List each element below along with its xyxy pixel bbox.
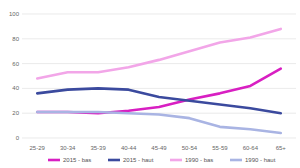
- x-tick-label: 30-34: [60, 145, 76, 151]
- grid-line: [22, 63, 296, 64]
- x-tick-label: 60-64: [243, 145, 259, 151]
- x-tick-label: 65+: [276, 145, 287, 151]
- chart-svg: 0 20 40 60 80 100 25-29 30-34 35-39 40-44 45-49 50-…: [0, 0, 300, 168]
- y-tick-label: 40: [12, 85, 19, 91]
- x-tick-label: 45-49: [151, 145, 167, 151]
- grid-line: [22, 38, 296, 39]
- x-tick-label: 40-44: [121, 145, 137, 151]
- x-tick-label: 25-29: [30, 145, 46, 151]
- series-group: [37, 29, 281, 133]
- legend-label: 2015 - bas: [63, 157, 91, 163]
- series-line: [37, 112, 281, 133]
- grid-line: [22, 138, 296, 139]
- legend-label: 1990 - haut: [245, 157, 276, 163]
- series-line: [37, 29, 281, 79]
- y-tick-label: 0: [16, 135, 20, 141]
- y-tick-label: 60: [12, 61, 19, 67]
- legend-swatch: [230, 159, 242, 162]
- legend-label: 1990 - bas: [185, 157, 213, 163]
- y-tick-label: 100: [9, 11, 20, 17]
- legend-swatch: [48, 159, 60, 162]
- x-tick-label: 35-39: [90, 145, 106, 151]
- y-tick-label: 20: [12, 110, 19, 116]
- grid-line: [22, 88, 296, 89]
- x-tick-label: 55-59: [212, 145, 228, 151]
- grid-line: [22, 14, 296, 15]
- y-tick-label: 80: [12, 36, 19, 42]
- x-tick-label: 50-54: [182, 145, 198, 151]
- series-line: [37, 88, 281, 113]
- legend-swatch: [108, 159, 120, 162]
- series-line: [37, 69, 281, 114]
- legend-label: 2015 - haut: [123, 157, 154, 163]
- chart-root: 0 20 40 60 80 100 25-29 30-34 35-39 40-44 45-49 50-…: [0, 0, 300, 168]
- legend-swatch: [170, 159, 182, 162]
